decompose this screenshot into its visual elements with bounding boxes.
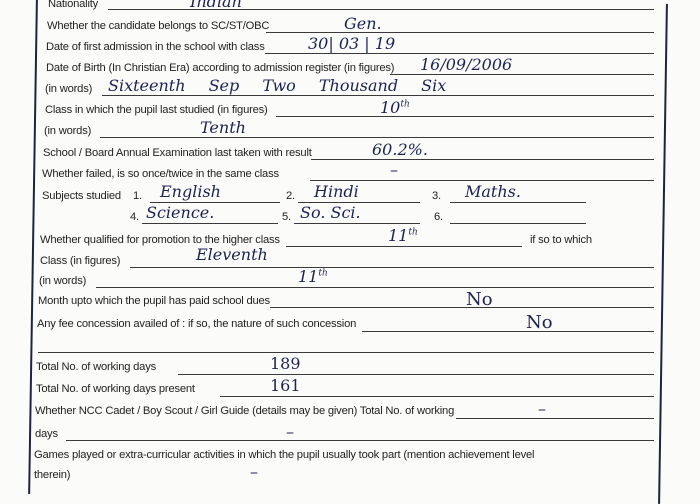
games-label-cont: therein): [34, 469, 71, 481]
ncc-days-value[interactable]: –: [286, 422, 294, 441]
subject-4[interactable]: Science.: [146, 203, 215, 222]
promotion-value[interactable]: 11th: [388, 228, 418, 244]
fee-concession-line: [362, 331, 654, 332]
promo-class-figures-label: Class (in figures): [40, 255, 121, 267]
nationality-label: Nationality: [48, 0, 99, 10]
working-days-value[interactable]: 189: [270, 354, 301, 373]
fee-concession-value[interactable]: No: [526, 312, 553, 333]
dues-label: Month upto which the pupil has paid scho…: [38, 295, 270, 307]
working-days-line: [178, 374, 654, 375]
subject-line: [298, 202, 420, 203]
subject-line: [142, 223, 278, 224]
failed-line: [310, 180, 654, 181]
subject-1[interactable]: English: [160, 182, 221, 201]
category-label: Whether the candidate belongs to SC/ST/O…: [47, 20, 270, 32]
last-class-figures-label: Class in which the pupil last studied (i…: [45, 104, 268, 116]
subject-num: 6.: [434, 211, 443, 223]
ncc-label: Whether NCC Cadet / Boy Scout / Girl Gui…: [35, 405, 455, 417]
promo-class-words-line: [96, 287, 654, 288]
dues-line: [270, 307, 654, 308]
dob-figures-line: [390, 74, 654, 75]
working-days-label: Total No. of working days: [36, 361, 156, 373]
dues-value[interactable]: No: [466, 289, 493, 310]
value-text: 11: [388, 226, 409, 245]
days-present-label: Total No. of working days present: [36, 383, 195, 395]
subject-line: [450, 223, 586, 224]
dob-words-value[interactable]: Sixteenth Sep Two Thousand Six: [108, 76, 447, 95]
suffix: th: [318, 268, 328, 279]
nationality-value[interactable]: Indian: [190, 0, 242, 11]
subject-num: 3.: [432, 190, 441, 202]
failed-value[interactable]: –: [390, 160, 398, 179]
promotion-label: Whether qualified for promotion to the h…: [40, 234, 280, 246]
suffix: th: [400, 99, 410, 110]
nationality-line: [108, 9, 654, 10]
promo-class-words-value[interactable]: 11th: [298, 269, 328, 285]
last-class-words-value[interactable]: Tenth: [200, 118, 246, 137]
last-class-figures-value[interactable]: 10th: [380, 100, 410, 116]
failed-label: Whether failed, is so once/twice in the …: [42, 168, 279, 180]
promo-class-words-label: (in words): [39, 275, 87, 287]
category-line: [266, 32, 654, 33]
dob-words-line: [102, 95, 654, 96]
subject-3[interactable]: Maths.: [465, 182, 521, 201]
fee-concession-line-2: [38, 352, 654, 353]
dob-figures-value[interactable]: 16/09/2006: [420, 55, 513, 74]
first-admission-line: [265, 53, 654, 54]
ncc-days-label: days: [35, 428, 58, 440]
value-text: 11: [298, 267, 319, 286]
subject-line: [450, 202, 586, 203]
dob-words-label: (in words): [45, 83, 93, 95]
subject-line: [294, 223, 420, 224]
subject-num: 1.: [133, 190, 142, 202]
promotion-line: [286, 246, 522, 247]
last-class-words-line: [100, 137, 654, 138]
fee-concession-label: Any fee concession availed of : if so, t…: [37, 318, 357, 330]
first-admission-value[interactable]: 30| 03 | 19: [308, 34, 396, 53]
subject-num: 5.: [282, 211, 291, 223]
subjects-label: Subjects studied: [42, 190, 121, 202]
ncc-days-line: [66, 440, 654, 441]
category-value[interactable]: Gen.: [344, 14, 382, 33]
subject-5[interactable]: So. Sci.: [300, 203, 361, 222]
ncc-value[interactable]: –: [538, 399, 546, 418]
promotion-trailing: if so to which: [530, 234, 592, 246]
dob-figures-label: Date of Birth (In Christian Era) accordi…: [46, 62, 395, 74]
exam-result-line: [311, 159, 654, 160]
subject-num: 4.: [130, 211, 139, 223]
subject-2[interactable]: Hindi: [314, 182, 359, 201]
subject-num: 2.: [286, 190, 295, 202]
exam-result-label: School / Board Annual Examination last t…: [43, 147, 312, 159]
subject-line: [150, 202, 280, 203]
suffix: th: [408, 227, 418, 238]
games-value[interactable]: –: [250, 462, 258, 481]
ncc-line: [456, 418, 654, 419]
days-present-line: [220, 396, 654, 397]
last-class-words-label: (in words): [44, 125, 92, 137]
games-label: Games played or extra-curricular activit…: [34, 449, 535, 461]
promo-class-figures-value[interactable]: Eleventh: [196, 245, 268, 264]
days-present-value[interactable]: 161: [270, 376, 301, 395]
last-class-figures-line: [276, 116, 654, 117]
exam-result-value[interactable]: 60.2%.: [372, 140, 428, 159]
promo-class-figures-line: [130, 267, 654, 268]
value-text: 10: [380, 98, 401, 117]
first-admission-label: Date of first admission in the school wi…: [46, 41, 265, 53]
